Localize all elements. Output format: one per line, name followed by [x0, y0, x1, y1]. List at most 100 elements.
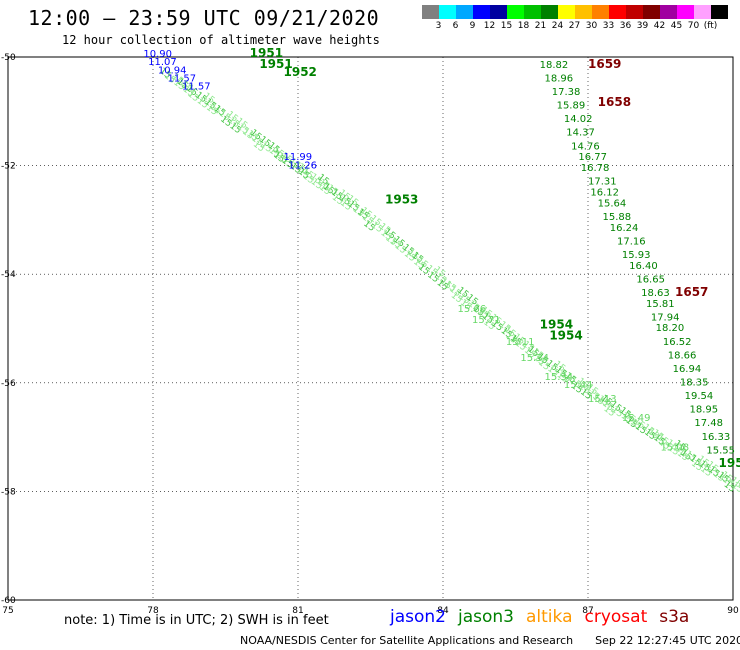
longitude-tick-label: 84 — [437, 606, 449, 616]
swh-label: 15.44 — [564, 380, 593, 391]
color-swatch — [677, 5, 694, 19]
color-swatch — [490, 5, 507, 19]
longitude-tick-label: 87 — [582, 606, 593, 616]
color-swatch — [711, 5, 728, 19]
swh-label: 15.66 — [458, 304, 487, 315]
color-swatch — [456, 5, 473, 19]
longitude-tick-label: 81 — [292, 606, 303, 616]
color-swatch — [592, 5, 609, 19]
credit-text: NOAA/NESDIS Center for Satellite Applica… — [240, 634, 574, 647]
swh-label: 16.77 — [578, 152, 607, 163]
map-annotations: 10.9011.0710.9411.5711.5711.9911.2618.82… — [143, 46, 740, 470]
legend-s3a: s3a — [659, 607, 690, 627]
swh-label: 11.57 — [182, 82, 211, 93]
time-label: 1954 — [540, 318, 573, 332]
color-scale-label: 6 — [452, 21, 459, 31]
longitude-tick-label: 90 — [727, 606, 739, 616]
swh-label: 16.12 — [590, 187, 619, 198]
time-label: 1954 — [549, 328, 582, 342]
color-scale-label: 12 — [483, 21, 496, 31]
color-scale-label: 45 — [670, 21, 683, 31]
swh-label: 11.07 — [148, 57, 177, 68]
color-scale-label: 30 — [585, 21, 598, 31]
swh-label: 11.57 — [168, 73, 197, 84]
satellite-legend: jason2 jason3 altika cryosat s3a — [390, 607, 701, 627]
swath-mark: 15 — [730, 480, 740, 495]
legend-cryosat: cryosat — [584, 607, 648, 627]
color-swatch — [660, 5, 677, 19]
swh-label: 16.65 — [636, 274, 665, 285]
page-title: 12:00 – 23:59 UTC 09/21/2020 — [28, 6, 380, 30]
color-scale-label: 18 — [517, 21, 530, 31]
color-swatch — [575, 5, 592, 19]
swh-label: 15.34 — [545, 372, 574, 383]
swh-label: 17.16 — [617, 236, 646, 247]
swh-label: 15.55 — [706, 445, 735, 456]
legend-jason2: jason2 — [390, 607, 446, 627]
swh-label: 15.13 — [588, 394, 617, 405]
swh-label: 15.11 — [506, 337, 535, 348]
swh-label: 10.94 — [158, 65, 187, 76]
color-scale-label: 24 — [551, 21, 564, 31]
color-scale-label: 15 — [500, 21, 513, 31]
credit-line: NOAA/NESDIS Center for Satellite Applica… — [240, 634, 740, 647]
swh-label: 18.66 — [668, 350, 697, 361]
legend-altika: altika — [526, 607, 573, 627]
color-scale-label: 27 — [568, 21, 581, 31]
color-swatch — [507, 5, 524, 19]
latitude-tick-label: -56 — [1, 379, 16, 389]
legend-jason3: jason3 — [458, 607, 514, 627]
time-label: 1657 — [675, 285, 708, 299]
swh-label: 15.64 — [598, 198, 627, 209]
time-label: 1953 — [385, 193, 418, 207]
color-scale-label: 42 — [653, 21, 666, 31]
swh-label: 17.94 — [651, 312, 680, 323]
latitude-tick-label: -58 — [1, 487, 16, 497]
timestamp-text: Sep 22 12:27:45 UTC 2020 — [595, 634, 740, 647]
swh-label: 14.76 — [571, 141, 600, 152]
swh-label: 15.08 — [661, 443, 690, 454]
swh-label: 15.49 — [622, 413, 651, 424]
footer-note: note: 1) Time is in UTC; 2) SWH is in fe… — [64, 613, 329, 628]
color-scale-label: 33 — [602, 21, 615, 31]
swh-label: 14.37 — [566, 128, 595, 139]
swh-label: 14.02 — [564, 114, 593, 125]
swh-label: 16.94 — [673, 364, 702, 375]
latitude-tick-label: -52 — [1, 162, 16, 172]
swh-label: 16.24 — [610, 223, 639, 234]
color-swatch — [473, 5, 490, 19]
swh-label: 18.96 — [545, 73, 574, 84]
swh-label: 15.81 — [646, 299, 675, 310]
longitude-tick-label: 78 — [147, 606, 159, 616]
swh-label: 16.33 — [702, 432, 731, 443]
swh-label: 11.99 — [284, 152, 313, 163]
swh-label: 15.34 — [520, 353, 549, 364]
time-label: 1952 — [284, 65, 317, 79]
color-swatch — [439, 5, 456, 19]
color-swatch — [558, 5, 575, 19]
longitude-tick-label: 75 — [2, 606, 13, 616]
color-scale-label: 21 — [534, 21, 547, 31]
map-frame — [7, 56, 734, 601]
swh-label: 16.78 — [581, 163, 610, 174]
swh-label: 17.31 — [588, 177, 617, 188]
map-axes: 75 78 81 84 87 90 -50 -52 -54 -56 -58 -60 — [1, 53, 739, 616]
color-scale-label: 70 — [687, 21, 700, 31]
color-scale-label: 9 — [469, 21, 476, 31]
swh-label: 16.40 — [629, 261, 658, 272]
swh-label: 16.52 — [663, 337, 692, 348]
swh-label: 17.38 — [552, 87, 581, 98]
time-label: 1658 — [598, 95, 631, 109]
swh-label: 18.95 — [690, 405, 719, 416]
swh-label: 11.26 — [288, 160, 317, 171]
swh-label: 15.93 — [622, 250, 651, 261]
color-scale-label: 3 — [435, 21, 442, 31]
latitude-tick-label: -54 — [1, 270, 16, 280]
swh-label: 10.90 — [143, 49, 172, 60]
color-scale-label: (ft) — [703, 21, 718, 31]
color-scale-label: 36 — [619, 21, 632, 31]
swh-label: 15.88 — [603, 212, 632, 223]
color-scale-label: 39 — [636, 21, 649, 31]
latitude-tick-label: -60 — [1, 596, 16, 606]
